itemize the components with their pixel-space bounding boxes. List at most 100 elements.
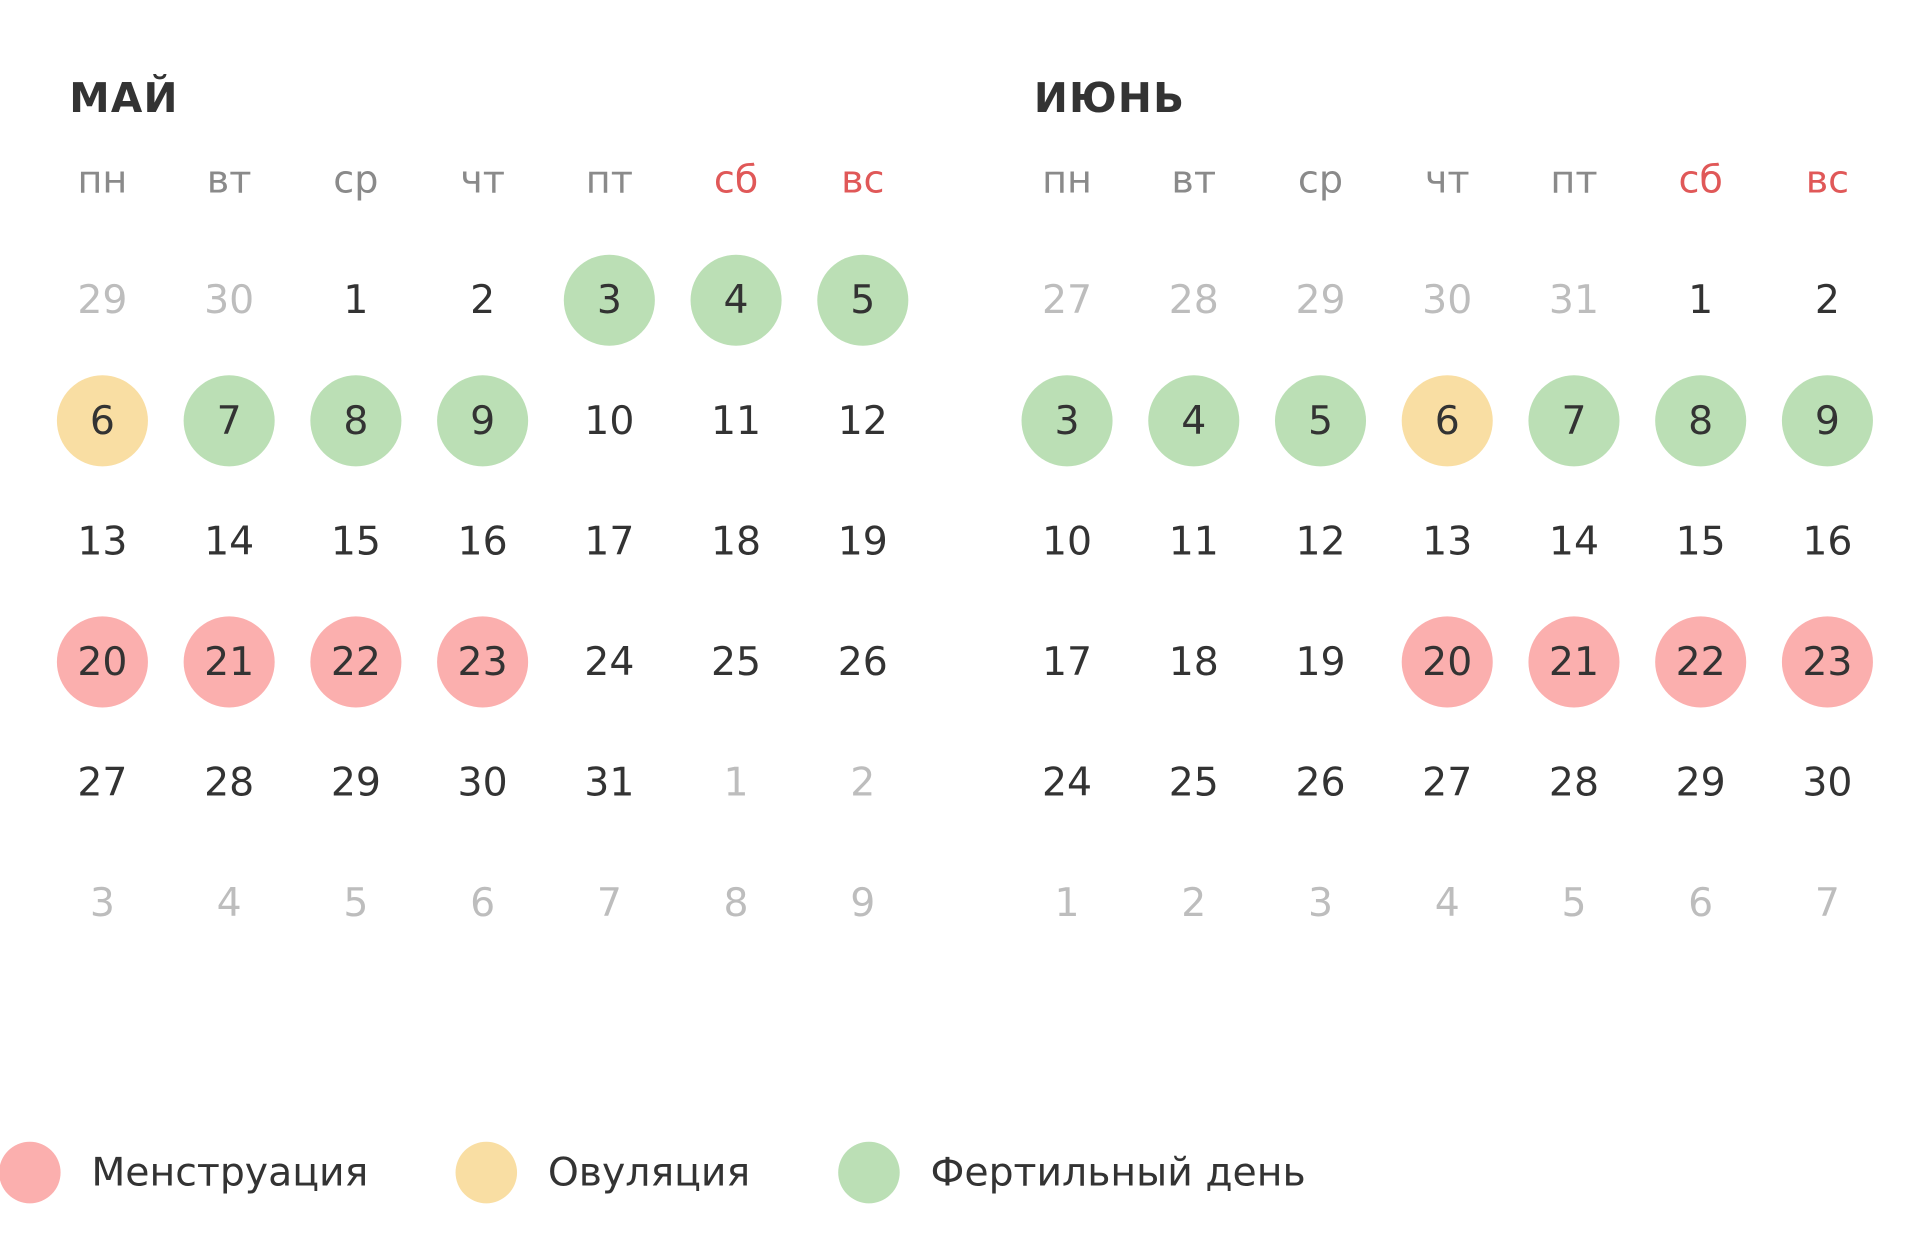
weekday-label: пт bbox=[1550, 158, 1597, 202]
day-highlight bbox=[1021, 375, 1113, 467]
day-number: 23 bbox=[1802, 639, 1852, 685]
day-number: 2 bbox=[850, 759, 875, 805]
day-number: 22 bbox=[1676, 639, 1726, 685]
day-number: 22 bbox=[331, 639, 381, 685]
day-highlight bbox=[1655, 616, 1747, 708]
day-number: 1 bbox=[1688, 277, 1713, 323]
day-number: 20 bbox=[1422, 639, 1472, 685]
legend-label: Овуляция bbox=[548, 1150, 750, 1196]
day-highlight bbox=[1781, 375, 1873, 467]
day-number: 15 bbox=[1676, 518, 1726, 564]
day-highlight bbox=[1781, 616, 1873, 708]
weekday-label: вт bbox=[207, 158, 252, 202]
day-number: 13 bbox=[1422, 518, 1472, 564]
month-title: МАЙ bbox=[69, 74, 178, 122]
day-highlight bbox=[437, 616, 529, 708]
day-number: 14 bbox=[204, 518, 254, 564]
day-number: 4 bbox=[217, 880, 242, 926]
day-number: 10 bbox=[1042, 518, 1092, 564]
day-number: 4 bbox=[1435, 880, 1460, 926]
day-number: 31 bbox=[1549, 277, 1599, 323]
day-number: 5 bbox=[1308, 398, 1333, 444]
weekday-label: пт bbox=[586, 158, 633, 202]
day-number: 10 bbox=[584, 398, 634, 444]
day-number: 30 bbox=[204, 277, 254, 323]
day-number: 28 bbox=[1169, 277, 1219, 323]
day-number: 3 bbox=[597, 277, 622, 323]
legend-label: Менструация bbox=[91, 1150, 368, 1196]
day-number: 6 bbox=[1435, 398, 1460, 444]
day-number: 17 bbox=[584, 518, 634, 564]
day-number: 21 bbox=[204, 639, 254, 685]
weekday-label: чт bbox=[460, 158, 505, 202]
day-number: 29 bbox=[1676, 759, 1726, 805]
weekday-label: ср bbox=[1298, 158, 1343, 202]
day-highlight bbox=[563, 254, 655, 346]
legend-swatch bbox=[0, 1141, 61, 1204]
day-number: 20 bbox=[77, 639, 127, 685]
day-number: 18 bbox=[711, 518, 761, 564]
day-number: 1 bbox=[1055, 880, 1080, 926]
day-number: 3 bbox=[90, 880, 115, 926]
day-highlight bbox=[56, 616, 148, 708]
day-highlight bbox=[310, 616, 402, 708]
day-number: 27 bbox=[77, 759, 127, 805]
day-number: 30 bbox=[1802, 759, 1852, 805]
day-number: 25 bbox=[711, 639, 761, 685]
weekday-label: сб bbox=[714, 158, 758, 202]
weekday-label: пн bbox=[77, 158, 127, 202]
day-highlight bbox=[1401, 375, 1493, 467]
day-highlight bbox=[1274, 375, 1367, 467]
day-number: 14 bbox=[1549, 518, 1599, 564]
day-number: 1 bbox=[343, 277, 368, 323]
day-highlight bbox=[310, 375, 402, 467]
day-number: 11 bbox=[1169, 518, 1219, 564]
day-number: 3 bbox=[1055, 398, 1080, 444]
day-number: 9 bbox=[1815, 398, 1840, 444]
day-number: 27 bbox=[1042, 277, 1092, 323]
month-title: ИЮНЬ bbox=[1034, 74, 1185, 122]
day-number: 25 bbox=[1169, 759, 1219, 805]
day-number: 29 bbox=[331, 759, 381, 805]
day-number: 3 bbox=[1308, 880, 1333, 926]
day-number: 26 bbox=[838, 639, 888, 685]
day-highlight bbox=[56, 375, 148, 467]
day-highlight bbox=[1528, 375, 1620, 467]
day-number: 28 bbox=[1549, 759, 1599, 805]
weekday-label: вс bbox=[1806, 158, 1849, 202]
weekday-label: вс bbox=[841, 158, 884, 202]
weekday-label: вт bbox=[1171, 158, 1216, 202]
weekday-label: ср bbox=[333, 158, 378, 202]
day-number: 8 bbox=[724, 880, 749, 926]
day-number: 23 bbox=[458, 639, 508, 685]
day-number: 5 bbox=[850, 277, 875, 323]
day-number: 17 bbox=[1042, 639, 1092, 685]
day-highlight bbox=[183, 616, 275, 708]
day-number: 24 bbox=[584, 639, 634, 685]
day-number: 16 bbox=[458, 518, 508, 564]
day-number: 24 bbox=[1042, 759, 1092, 805]
day-number: 11 bbox=[711, 398, 761, 444]
day-number: 30 bbox=[458, 759, 508, 805]
day-highlight bbox=[1528, 616, 1620, 708]
day-number: 21 bbox=[1549, 639, 1599, 685]
day-number: 6 bbox=[90, 398, 115, 444]
day-number: 2 bbox=[1181, 880, 1206, 926]
day-number: 5 bbox=[343, 880, 368, 926]
day-number: 1 bbox=[724, 759, 749, 805]
day-number: 4 bbox=[1181, 398, 1206, 444]
day-highlight bbox=[817, 254, 909, 346]
day-number: 16 bbox=[1802, 518, 1852, 564]
day-highlight bbox=[437, 375, 529, 467]
day-number: 26 bbox=[1295, 759, 1345, 805]
day-number: 31 bbox=[584, 759, 634, 805]
day-number: 6 bbox=[1688, 880, 1713, 926]
legend-swatch bbox=[455, 1141, 518, 1204]
day-highlight bbox=[1655, 375, 1747, 467]
day-number: 29 bbox=[1295, 277, 1345, 323]
day-highlight bbox=[1148, 375, 1240, 467]
day-highlight bbox=[690, 254, 782, 346]
day-number: 7 bbox=[597, 880, 622, 926]
day-number: 19 bbox=[1295, 639, 1345, 685]
